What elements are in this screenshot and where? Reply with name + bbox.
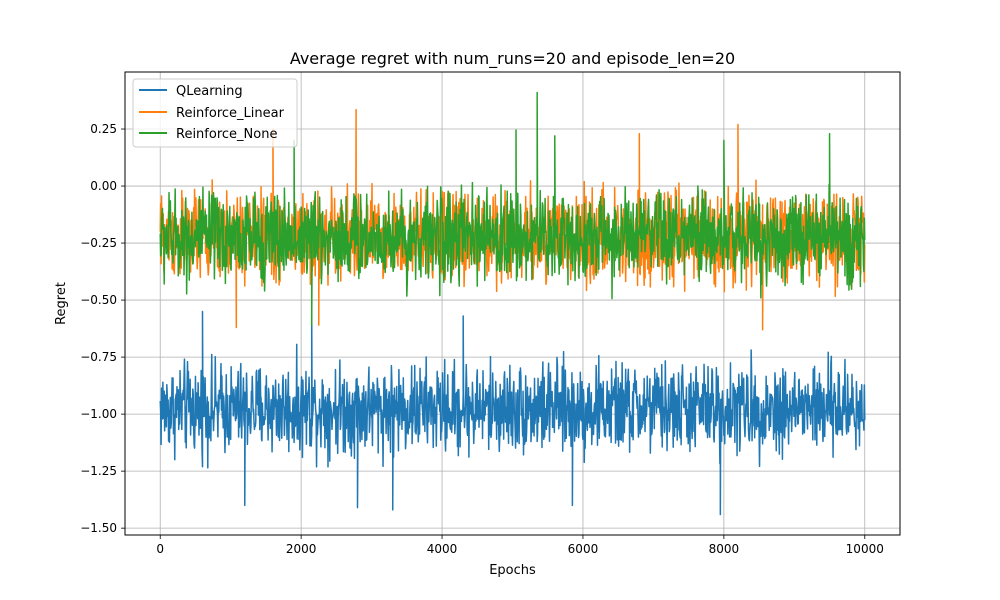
chart-title: Average regret with num_runs=20 and epis… xyxy=(290,49,735,69)
x-tick-label: 4000 xyxy=(427,542,458,556)
y-tick-label: −0.75 xyxy=(80,350,117,364)
legend-label-reinforce-linear: Reinforce_Linear xyxy=(176,106,285,121)
y-tick-label: −0.25 xyxy=(80,236,117,250)
y-axis-title: Regret xyxy=(54,282,69,325)
legend: QLearning Reinforce_Linear Reinforce_Non… xyxy=(132,78,298,148)
x-axis-title: Epochs xyxy=(489,563,536,578)
plot-frame xyxy=(124,71,901,536)
y-tick-label: 0.25 xyxy=(90,122,117,136)
legend-box xyxy=(132,78,298,148)
y-tick-label: −0.50 xyxy=(80,293,117,307)
legend-label-qlearning: QLearning xyxy=(176,84,243,99)
y-tick-label: −1.50 xyxy=(80,521,117,535)
series-line-reinforce-none xyxy=(159,91,866,326)
x-tick-label: 0 xyxy=(156,542,164,556)
x-tick-label: 2000 xyxy=(286,542,317,556)
y-tick-label: −1.00 xyxy=(80,407,117,421)
y-tick-label: −1.25 xyxy=(80,464,117,478)
axis-ticks: 0 2000 4000 6000 8000 10000 −1.50 −1.25 −1.00 −0.… xyxy=(80,122,884,556)
x-tick-label: 6000 xyxy=(568,542,599,556)
x-tick-label: 8000 xyxy=(709,542,740,556)
legend-label-reinforce-none: Reinforce_None xyxy=(176,127,277,142)
y-tick-label: 0.00 xyxy=(90,179,117,193)
series-line-qlearning xyxy=(159,310,866,516)
x-tick-label: 10000 xyxy=(846,542,884,556)
series-lines xyxy=(159,91,866,516)
